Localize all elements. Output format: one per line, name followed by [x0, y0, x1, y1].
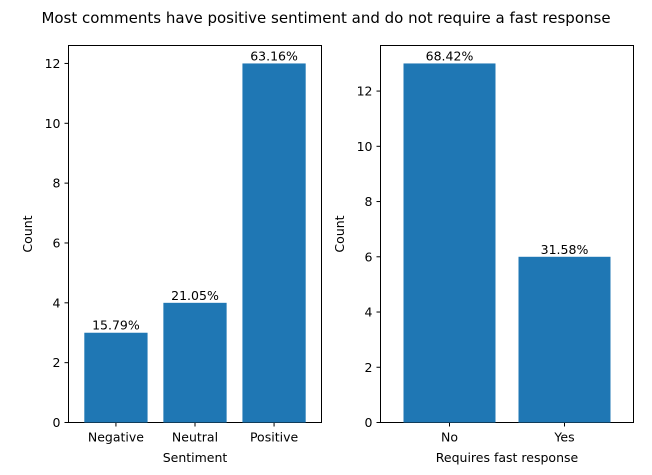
- left-bar-negative: [84, 332, 148, 423]
- right-y-tick-label: 8: [365, 194, 373, 209]
- left-y-tick-label: 2: [53, 355, 61, 370]
- right-y-tick-label: 4: [365, 305, 373, 320]
- right-data-label-no: 68.42%: [426, 48, 474, 63]
- left-y-axis-label: Count: [20, 215, 35, 252]
- left-y-tick-label: 10: [45, 116, 61, 131]
- left-data-label-positive: 63.16%: [250, 48, 298, 63]
- right-bar-no: [403, 63, 496, 423]
- right-y-tick-label: 2: [365, 360, 373, 375]
- right-data-label-yes: 31.58%: [541, 242, 589, 257]
- left-data-label-negative: 15.79%: [92, 318, 140, 333]
- left-y-tick-label: 0: [53, 415, 61, 430]
- right-y-tick-label: 12: [357, 84, 373, 99]
- right-y-axis-label: Count: [332, 215, 347, 252]
- right-bar-yes: [518, 256, 611, 423]
- left-y-tick-label: 4: [53, 295, 61, 310]
- right-x-tick-label: No: [441, 430, 458, 445]
- right-x-tick-label: Yes: [553, 430, 574, 445]
- right-axes-frame: [380, 45, 634, 423]
- left-y-tick-label: 6: [53, 235, 61, 250]
- left-y-tick-label: 12: [45, 56, 61, 71]
- left-y-tick-label: 8: [53, 176, 61, 191]
- right-x-axis-label: Requires fast response: [436, 450, 579, 465]
- left-bar-neutral: [163, 302, 227, 423]
- chart-title: Most comments have positive sentiment an…: [41, 9, 610, 27]
- right-y-tick-label: 6: [365, 249, 373, 264]
- left-x-tick-label: Neutral: [172, 430, 218, 445]
- right-chart: 68.42% 31.58% 0 2 4 6 8 10 12 No Yes Requires fa…: [332, 45, 634, 465]
- right-y-tick-label: 0: [365, 415, 373, 430]
- left-x-tick-label: Positive: [250, 430, 298, 445]
- left-x-axis-label: Sentiment: [163, 450, 228, 465]
- left-data-label-neutral: 21.05%: [171, 288, 219, 303]
- right-y-tick-label: 10: [357, 139, 373, 154]
- left-chart: 15.79% 21.05% 63.16% 0 2 4 6 8 10 12 Negative Neu…: [20, 45, 322, 465]
- left-x-tick-label: Negative: [88, 430, 144, 445]
- left-bar-positive: [242, 63, 306, 423]
